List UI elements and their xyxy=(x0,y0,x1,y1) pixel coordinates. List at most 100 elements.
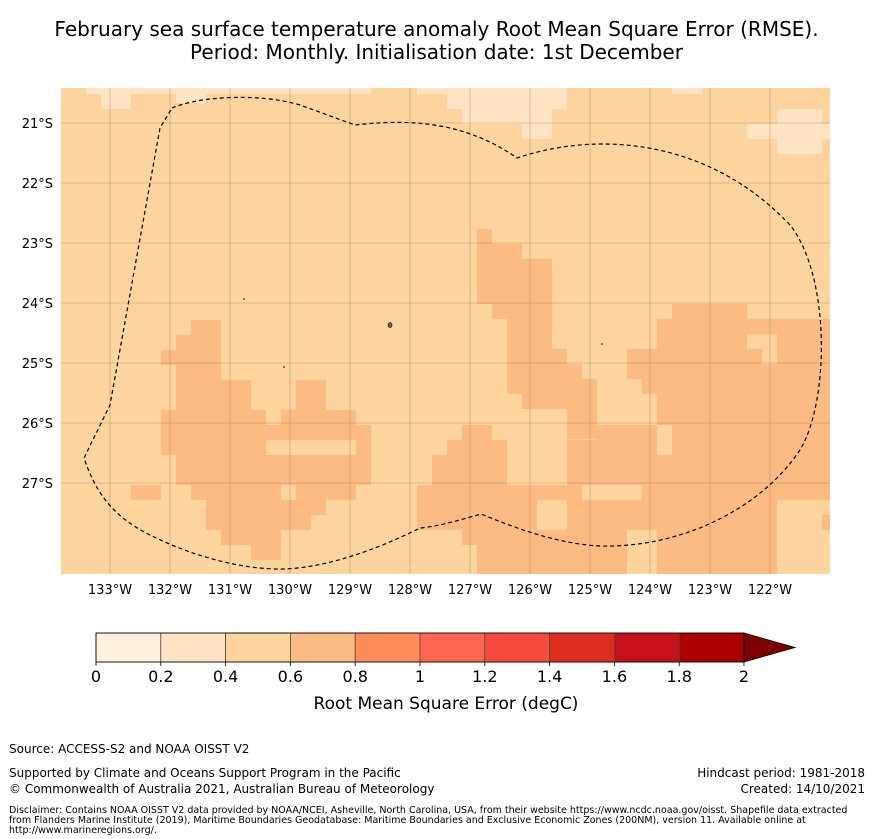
rmse-cell-mid xyxy=(627,349,762,364)
rmse-cell-light xyxy=(101,94,131,109)
rmse-cells xyxy=(61,88,830,574)
rmse-cell-mid xyxy=(672,440,830,455)
longitude-tick-label: 126°W xyxy=(508,583,552,598)
longitude-tick-label: 133°W xyxy=(88,583,132,598)
rmse-cell-mid xyxy=(417,485,567,500)
rmse-cell-light xyxy=(777,139,822,154)
island xyxy=(283,366,285,368)
rmse-cell-mid xyxy=(281,410,356,425)
longitude-tick-label: 131°W xyxy=(208,583,252,598)
longitude-tick-label: 128°W xyxy=(388,583,432,598)
colorbar-box xyxy=(160,632,227,663)
rmse-cell-mid xyxy=(221,530,281,545)
rmse-cell-mid xyxy=(477,259,552,304)
colorbar-label: Root Mean Square Error (degC) xyxy=(314,694,579,714)
colorbar-tick-label: 0.4 xyxy=(213,667,238,686)
rmse-cell-mid xyxy=(176,455,266,485)
rmse-cell-mid xyxy=(176,365,221,380)
graticule xyxy=(61,88,830,574)
colorbar-tick-label: 1 xyxy=(415,667,425,686)
colorbar-ticks: 0 0.2 0.4 0.6 0.8 1 1.2 1.4 1.6 1.8 2 xyxy=(91,662,749,686)
colorbar-tick-label: 0.2 xyxy=(148,667,173,686)
colorbar-box xyxy=(289,632,356,663)
rmse-cell-mid xyxy=(672,455,830,485)
rmse-cell-mid xyxy=(627,364,830,379)
rmse-cell-mid xyxy=(657,394,830,425)
colorbar-box xyxy=(419,632,486,663)
colorbar-tick-label: 1.8 xyxy=(666,667,691,686)
colorbar-tick-label: 1.2 xyxy=(472,667,497,686)
rmse-cell-mid xyxy=(251,545,281,560)
latitude-tick-label: 21°S xyxy=(22,117,53,132)
rmse-cell-mid xyxy=(507,349,567,364)
rmse-cell-mid xyxy=(161,350,221,365)
rmse-cell-mid xyxy=(477,229,492,244)
rmse-cell-mid xyxy=(507,379,597,394)
rmse-cell-mid xyxy=(161,425,371,440)
rmse-cell-mid xyxy=(296,455,356,485)
rmse-cell-mid xyxy=(597,425,657,440)
latitude-tick-label: 24°S xyxy=(22,297,53,312)
rmse-cell-low xyxy=(627,530,657,545)
rmse-cell-mid xyxy=(567,500,642,530)
rmse-cell-mid xyxy=(777,319,830,334)
colorbar-tick-label: 2 xyxy=(739,667,749,686)
latitude-labels: 21°S 22°S 23°S 24°S 25°S 26°S 27°S xyxy=(22,117,53,492)
rmse-cell-mid xyxy=(642,379,830,394)
created-date: Created: 14/10/2021 xyxy=(740,782,865,796)
rmse-cell-mid xyxy=(567,485,582,500)
rmse-cell-mid xyxy=(477,560,627,574)
copyright-text: © Commonwealth of Australia 2021, Austra… xyxy=(9,782,435,796)
longitude-tick-label: 125°W xyxy=(568,583,612,598)
rmse-cell-mid xyxy=(191,320,221,335)
longitude-labels: 133°W 132°W 131°W 130°W 129°W 128°W 127°W 126°W… xyxy=(88,583,792,598)
longitude-tick-label: 123°W xyxy=(688,583,732,598)
rmse-cell-low xyxy=(762,334,777,364)
latitude-tick-label: 26°S xyxy=(22,417,53,432)
latitude-tick-label: 25°S xyxy=(22,357,53,372)
rmse-cell-mid xyxy=(642,500,672,530)
rmse-cell-light xyxy=(417,88,567,94)
rmse-cell-mid xyxy=(567,440,657,455)
colorbar-box xyxy=(225,632,291,663)
rmse-cell-mid xyxy=(672,425,830,440)
rmse-cell-mid xyxy=(762,319,777,334)
rmse-cell-mid xyxy=(507,319,552,349)
map-title-line-1: February sea surface temperature anomaly… xyxy=(54,17,819,41)
rmse-cell-mid xyxy=(176,335,221,350)
rmse-cell-mid xyxy=(657,455,672,485)
disclaimer-text: Disclaimer: Contains NOAA OISST V2 data … xyxy=(9,805,848,836)
rmse-cell-mid xyxy=(672,515,777,530)
supported-text: Supported by Climate and Oceans Support … xyxy=(9,766,401,780)
rmse-cell-mid xyxy=(206,500,326,515)
source-text: Source: ACCESS-S2 and NOAA OISST V2 xyxy=(9,742,250,756)
rmse-cell-mid xyxy=(672,500,777,515)
rmse-cell-mid xyxy=(507,364,582,379)
islands xyxy=(243,298,603,368)
hindcast-period: Hindcast period: 1981-2018 xyxy=(697,766,865,780)
colorbar-tick-label: 0.6 xyxy=(278,667,303,686)
colorbar-box xyxy=(95,632,162,663)
colorbar-box xyxy=(678,632,745,663)
latitude-tick-label: 27°S xyxy=(22,477,53,492)
rmse-cell-mid xyxy=(432,455,507,485)
rmse-cell-mid xyxy=(356,440,371,485)
rmse-cell-mid xyxy=(657,334,747,349)
colorbar-box xyxy=(549,632,615,663)
rmse-cell-mid xyxy=(567,409,597,439)
rmse-cell-light xyxy=(176,94,206,103)
rmse-cell-mid xyxy=(447,440,507,455)
rmse-cell-light xyxy=(777,109,822,124)
rmse-cell-mid xyxy=(161,440,266,455)
rmse-cell-mid xyxy=(281,455,296,470)
rmse-cell-mid xyxy=(477,244,522,259)
rmse-cell-mid xyxy=(296,380,326,410)
latitude-tick-label: 23°S xyxy=(22,237,53,252)
rmse-cell-mid xyxy=(492,304,552,319)
colorbar-tick-label: 0 xyxy=(91,667,101,686)
rmse-cell-light xyxy=(86,88,371,94)
island xyxy=(387,322,393,328)
eez-boundary xyxy=(83,96,822,570)
rmse-cell-mid xyxy=(642,485,672,500)
rmse-cell-mid xyxy=(462,530,642,545)
